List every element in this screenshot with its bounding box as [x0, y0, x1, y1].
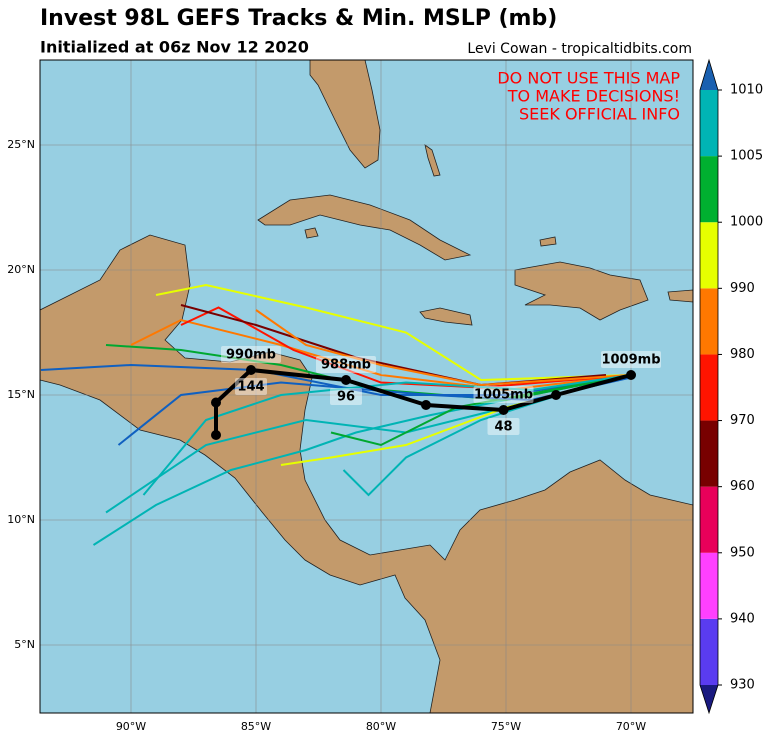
colorbar-label: 1005	[730, 149, 763, 164]
colorbar-segment	[700, 552, 718, 619]
pressure-label: 1005mb	[474, 388, 533, 403]
ensemble-tracks	[40, 283, 632, 546]
subtitle: Initialized at 06z Nov 12 2020	[40, 38, 309, 57]
lon-label: 85°W	[241, 720, 271, 733]
colorbar-segment	[700, 90, 718, 157]
colorbar-label: 1000	[730, 215, 763, 230]
mean-track-point	[211, 430, 221, 440]
lon-label: 70°W	[616, 720, 646, 733]
label-box	[316, 356, 376, 373]
colorbar-under	[700, 685, 718, 713]
warning-line: SEEK OFFICIAL INFO	[519, 105, 680, 124]
lat-label: 20°N	[7, 263, 35, 276]
ensemble-track	[255, 309, 632, 387]
colorbar-segment	[700, 222, 718, 289]
ensemble-track	[342, 379, 607, 497]
map-frame	[39, 59, 694, 714]
ensemble-track	[330, 374, 632, 447]
label-box	[473, 386, 534, 403]
lat-label: 25°N	[7, 138, 35, 151]
mean-track-point	[421, 400, 431, 410]
credit: Levi Cowan - tropicaltidbits.com	[467, 41, 692, 57]
pressure-label: 1009mb	[601, 353, 660, 368]
graticule: 90°W 85°W 80°W 75°W 70°W 5°N 10°N 15°N 20°N 25°N	[7, 60, 693, 733]
label-box	[235, 378, 267, 395]
title: Invest 98L GEFS Tracks & Min. MSLP (mb)	[40, 6, 557, 31]
lat-label: 15°N	[7, 388, 35, 401]
lat-label: 10°N	[7, 513, 35, 526]
label-box	[330, 388, 362, 405]
ensemble-track	[180, 306, 632, 389]
colorbar: 930 940 950 960 970 980 990 1000 1005 1010	[699, 58, 763, 715]
colorbar-label: 960	[730, 479, 755, 494]
mean-track-line	[214, 368, 632, 435]
mean-track-point	[498, 405, 509, 415]
colorbar-segment	[700, 354, 718, 421]
colorbar-label: 1010	[730, 83, 763, 98]
colorbar-segment	[700, 618, 718, 685]
pressure-label: 988mb	[321, 358, 371, 373]
colorbar-segment	[700, 156, 718, 223]
ensemble-track	[40, 363, 607, 396]
ensemble-track	[142, 374, 632, 496]
mean-track-point	[211, 397, 221, 408]
colorbar-label: 950	[730, 545, 755, 560]
label-box	[221, 346, 281, 363]
warning-line: DO NOT USE THIS MAP	[497, 69, 680, 88]
lon-label: 75°W	[491, 720, 521, 733]
colorbar-segment	[700, 420, 718, 487]
ensemble-track	[130, 318, 632, 392]
mean-track-point	[246, 365, 256, 375]
lat-label: 5°N	[14, 638, 35, 651]
colorbar-label: 940	[730, 611, 755, 626]
land	[40, 60, 693, 713]
label-box	[601, 351, 661, 368]
colorbar-label: 990	[730, 281, 755, 296]
ensemble-track	[155, 283, 632, 382]
colorbar-segment	[700, 288, 718, 355]
colorbar-label: 930	[730, 678, 755, 693]
mean-track-point	[341, 375, 351, 385]
warning-line: TO MAKE DECISIONS!	[507, 87, 680, 106]
mean-track-point	[551, 390, 561, 400]
hour-label: 96	[337, 390, 355, 405]
colorbar-over	[700, 60, 718, 90]
lon-label: 90°W	[116, 720, 146, 733]
hour-label: 144	[237, 380, 264, 395]
mean-track: 1009mb 1005mb 48 988mb 96 990mb 144	[211, 346, 661, 440]
colorbar-segment	[700, 486, 718, 553]
lon-label: 80°W	[366, 720, 396, 733]
colorbar-label: 970	[730, 413, 755, 428]
hour-label: 48	[494, 420, 512, 435]
label-box	[487, 418, 520, 435]
mean-track-point	[626, 370, 636, 380]
pressure-label: 990mb	[226, 348, 276, 363]
colorbar-label: 980	[730, 347, 755, 362]
